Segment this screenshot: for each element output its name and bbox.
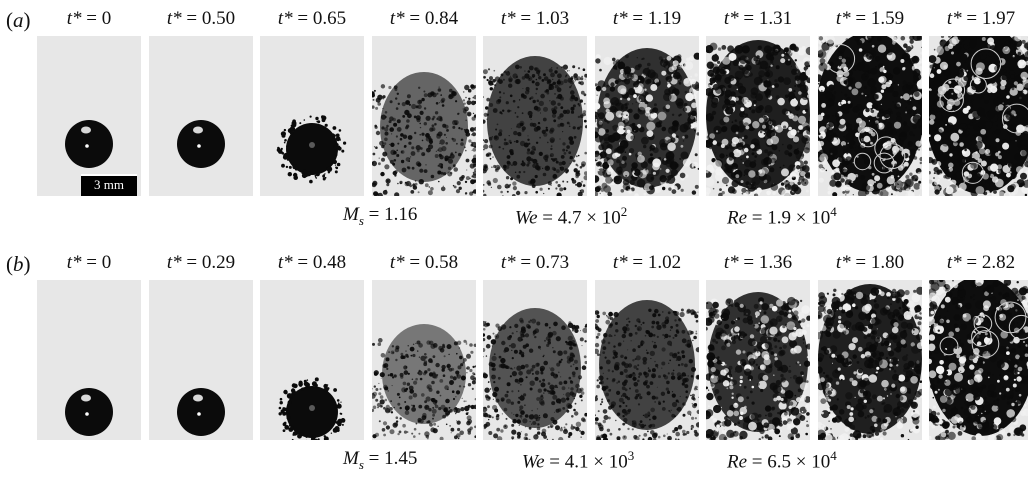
weber-number: We = 4.7 × 102 — [515, 204, 628, 229]
time-label: t* = 2.82 — [946, 252, 1016, 273]
scale-bar: 3 mm — [81, 174, 137, 196]
droplet-frame — [260, 36, 364, 196]
reynolds-number: Re = 6.5 × 104 — [727, 448, 837, 473]
droplet-frame — [260, 280, 364, 440]
panel-label-a: (a) — [6, 8, 31, 32]
time-label: t* = 0.84 — [389, 8, 459, 29]
droplet-frame — [929, 280, 1028, 440]
time-label: t* = 0.50 — [166, 8, 236, 29]
droplet-frame — [372, 280, 476, 440]
droplet-frame — [483, 280, 587, 440]
time-label: t* = 0.58 — [389, 252, 459, 273]
weber-number: We = 4.1 × 103 — [522, 448, 635, 473]
time-label: t* = 1.03 — [500, 8, 570, 29]
droplet-frame — [706, 36, 810, 196]
time-label: t* = 1.80 — [835, 252, 905, 273]
mach-number: Ms = 1.16 — [343, 204, 418, 228]
panel-label-b: (b) — [6, 252, 31, 276]
time-label: t* = 0.29 — [166, 252, 236, 273]
time-label: t* = 0.65 — [277, 8, 347, 29]
droplet-frame — [818, 280, 922, 440]
droplet-frame — [483, 36, 587, 196]
reynolds-number: Re = 1.9 × 104 — [727, 204, 837, 229]
time-label: t* = 1.97 — [946, 8, 1016, 29]
time-label: t* = 1.19 — [612, 8, 682, 29]
time-label: t* = 0 — [66, 8, 112, 29]
droplet-frame — [595, 36, 699, 196]
droplet-frame — [37, 36, 141, 196]
droplet-frame — [37, 280, 141, 440]
droplet-frame — [149, 280, 253, 440]
time-label: t* = 1.36 — [723, 252, 793, 273]
time-label: t* = 1.31 — [723, 8, 793, 29]
mach-number: Ms = 1.45 — [343, 448, 418, 472]
time-label: t* = 1.59 — [835, 8, 905, 29]
params-a: Ms = 1.16 We = 4.7 × 102 Re = 1.9 × 104 — [0, 204, 1028, 230]
droplet-frame — [706, 280, 810, 440]
droplet-frame — [929, 36, 1028, 196]
droplet-frame — [149, 36, 253, 196]
droplet-frame — [595, 280, 699, 440]
time-label: t* = 1.02 — [612, 252, 682, 273]
droplet-frame — [818, 36, 922, 196]
time-label: t* = 0.73 — [500, 252, 570, 273]
params-b: Ms = 1.45 We = 4.1 × 103 Re = 6.5 × 104 — [0, 448, 1028, 474]
time-label: t* = 0.48 — [277, 252, 347, 273]
droplet-frame — [372, 36, 476, 196]
time-label: t* = 0 — [66, 252, 112, 273]
